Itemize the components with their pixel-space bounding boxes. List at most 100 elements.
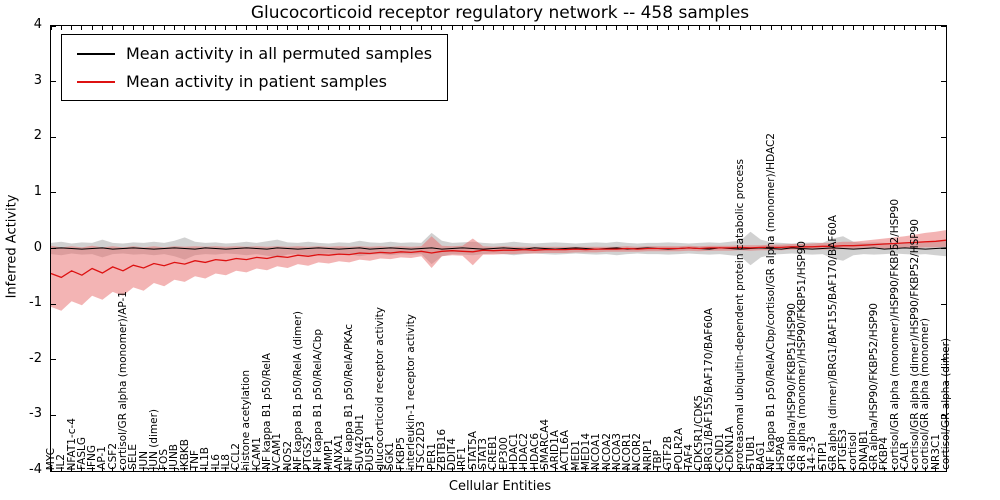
x-tick-mark (626, 467, 628, 471)
x-tick-mark (143, 26, 145, 30)
x-tick-mark (904, 26, 906, 30)
x-tick-mark (575, 26, 577, 30)
x-tick-mark (71, 26, 73, 30)
x-tick-mark (163, 467, 165, 471)
x-tick-mark (667, 26, 669, 30)
x-tick-mark (647, 26, 649, 30)
chart-svg (51, 230, 946, 311)
y-tick-mark (941, 359, 946, 361)
x-tick-mark (410, 467, 412, 471)
x-tick-mark (544, 467, 546, 471)
x-tick-mark (894, 26, 896, 30)
x-tick-mark (348, 26, 350, 30)
x-tick-mark (688, 467, 690, 471)
x-tick-mark (492, 467, 494, 471)
x-tick-mark (276, 26, 278, 30)
x-tick-mark (492, 26, 494, 30)
x-tick-mark (852, 467, 854, 471)
y-tick-mark (51, 248, 56, 249)
x-tick-mark (503, 26, 505, 30)
y-tick-mark (941, 303, 946, 305)
x-tick-mark (369, 467, 371, 471)
x-tick-mark (523, 467, 525, 471)
legend-label-patient: Mean activity in patient samples (126, 72, 387, 91)
x-tick-mark (811, 26, 813, 30)
x-tick-mark (60, 467, 62, 471)
x-tick-mark (287, 467, 289, 471)
x-tick-mark (678, 26, 680, 30)
x-tick-mark (842, 26, 844, 30)
x-tick-mark (626, 26, 628, 30)
y-tick-mark (51, 303, 56, 305)
x-axis-label: Cellular Entities (448, 479, 552, 494)
x-tick-mark (163, 26, 165, 30)
x-tick-mark (708, 467, 710, 471)
x-tick-mark (245, 26, 247, 30)
x-tick-mark (822, 26, 824, 30)
x-tick-mark (194, 467, 196, 471)
patient-line-swatch (77, 80, 115, 83)
x-tick-mark (143, 467, 145, 471)
x-tick-mark (276, 467, 278, 471)
x-tick-mark (379, 467, 381, 471)
legend: Mean activity in all permuted samples Me… (61, 34, 449, 101)
x-tick-mark (60, 26, 62, 30)
x-tick-mark (801, 467, 803, 471)
x-tick-mark (760, 26, 762, 30)
y-tick-label: -1 (29, 295, 42, 311)
x-tick-mark (564, 467, 566, 471)
x-tick-mark (215, 26, 217, 30)
y-tick-mark (51, 414, 56, 416)
y-tick-mark (941, 81, 946, 83)
x-tick-mark (554, 26, 556, 30)
x-tick-mark (256, 467, 258, 471)
x-tick-mark (451, 467, 453, 471)
x-tick-mark (503, 467, 505, 471)
patient-mean-line (51, 239, 946, 279)
x-tick-mark (791, 467, 793, 471)
x-tick-mark (750, 26, 752, 30)
x-tick-mark (338, 26, 340, 30)
x-tick-mark (616, 467, 618, 471)
x-tick-mark (904, 467, 906, 471)
x-tick-mark (832, 467, 834, 471)
x-tick-mark (698, 26, 700, 30)
x-tick-mark (945, 467, 947, 471)
y-tick-mark (941, 136, 946, 138)
x-tick-mark (636, 26, 638, 30)
x-tick-mark (420, 467, 422, 471)
x-tick-mark (101, 467, 103, 471)
x-tick-mark (595, 467, 597, 471)
x-tick-mark (863, 26, 865, 30)
y-tick-label: 2 (33, 128, 42, 144)
x-tick-mark (585, 467, 587, 471)
x-tick-mark (739, 26, 741, 30)
x-tick-mark (379, 26, 381, 30)
x-tick-mark (482, 26, 484, 30)
x-tick-mark (194, 26, 196, 30)
y-tick-mark (941, 248, 946, 249)
x-tick-mark (554, 467, 556, 471)
permuted-line-swatch (77, 52, 115, 55)
x-tick-mark (750, 467, 752, 471)
y-tick-mark (51, 136, 56, 138)
x-tick-mark (883, 26, 885, 30)
y-tick-mark (941, 25, 946, 27)
y-tick-mark (51, 359, 56, 361)
x-tick-mark (359, 26, 361, 30)
x-tick-mark (328, 26, 330, 30)
y-tick-mark (941, 192, 946, 194)
x-tick-mark (719, 26, 721, 30)
x-tick-mark (647, 467, 649, 471)
x-tick-mark (184, 467, 186, 471)
y-tick-mark (51, 192, 56, 194)
x-tick-mark (842, 467, 844, 471)
x-tick-mark (924, 26, 926, 30)
x-tick-mark (667, 467, 669, 471)
x-tick-mark (472, 26, 474, 30)
y-tick-label: 0 (33, 239, 42, 255)
x-tick-mark (564, 26, 566, 30)
x-tick-mark (688, 26, 690, 30)
x-tick-mark (739, 467, 741, 471)
x-tick-mark (400, 26, 402, 30)
